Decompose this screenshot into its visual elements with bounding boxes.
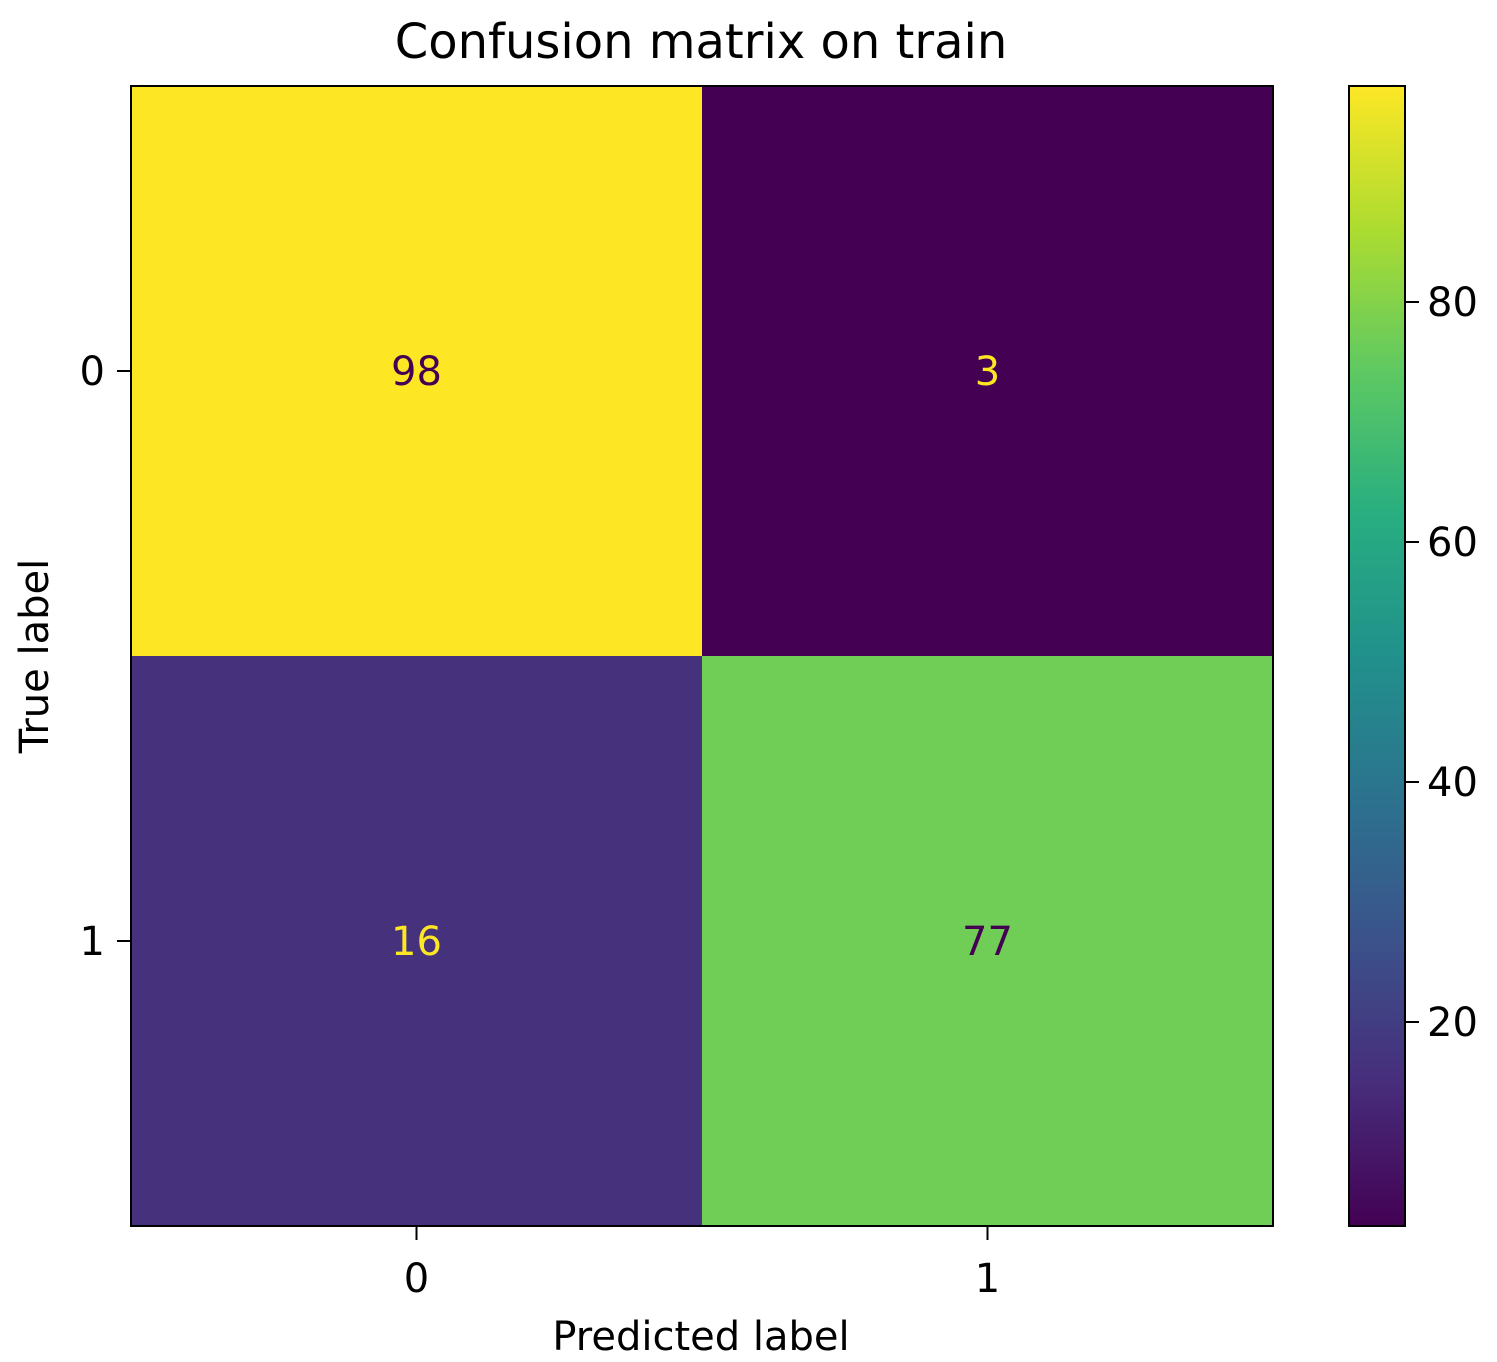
y-axis-label: True label — [12, 559, 58, 754]
cell-value-label: 16 — [391, 919, 442, 965]
x-tick-label: 1 — [975, 1256, 1000, 1302]
colorbar-tick-label: 80 — [1427, 280, 1478, 326]
cell-value-label: 77 — [962, 919, 1013, 965]
cell-value-label: 98 — [391, 349, 442, 395]
heatmap-cell — [131, 656, 703, 1227]
colorbar-tick-label: 40 — [1427, 760, 1478, 806]
cell-value-label: 3 — [975, 349, 1000, 395]
plot-frame — [130, 85, 1274, 1227]
y-tick-label: 1 — [80, 919, 105, 965]
chart-title: Confusion matrix on train — [395, 14, 1008, 70]
colorbar-tick-label: 20 — [1427, 1000, 1478, 1046]
colorbar-ticks: 20 40 60 80 — [1405, 280, 1478, 1046]
heatmap-cells — [131, 86, 1274, 1227]
cell-value-labels: 98 3 16 77 — [391, 349, 1013, 965]
x-axis-label: Predicted label — [552, 1314, 849, 1357]
heatmap-cell — [702, 656, 1274, 1227]
x-tick-label: 0 — [404, 1256, 429, 1302]
heatmap-cell — [702, 86, 1274, 657]
heatmap-cell — [131, 86, 703, 657]
y-tick-label: 0 — [80, 349, 105, 395]
colorbar-tick-label: 60 — [1427, 520, 1478, 566]
colorbar — [1348, 85, 1406, 1227]
y-axis-ticks: 01 — [80, 349, 131, 965]
